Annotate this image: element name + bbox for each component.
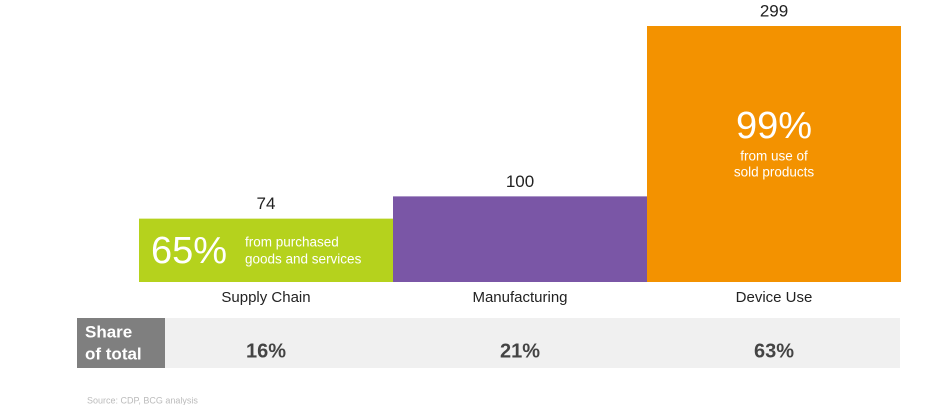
annotation-text: goods and services [245, 252, 362, 267]
bar [139, 218, 393, 282]
annotation-text: from purchased [245, 235, 339, 250]
value-label: 100 [506, 172, 534, 191]
share-row [77, 318, 900, 368]
bar [647, 26, 901, 282]
x-tick-label: Supply Chain [221, 289, 310, 306]
share-label: Share [85, 322, 132, 341]
annotation-text: sold products [734, 165, 815, 180]
bar [393, 196, 647, 282]
source: Source: CDP, BCG analysis [87, 395, 198, 405]
share-value: 21% [500, 340, 540, 362]
share-value: 16% [246, 340, 286, 362]
share-label-box [77, 318, 165, 368]
value-label: 299 [760, 1, 788, 20]
share-value: 63% [754, 340, 794, 362]
share-label: of total [85, 344, 142, 363]
annotation-text: from use of [740, 149, 808, 164]
annotation-headline: 65% [151, 230, 227, 272]
x-tick-label: Manufacturing [472, 289, 567, 306]
value-label: 74 [257, 194, 276, 213]
x-tick-label: Device Use [736, 289, 813, 306]
annotation-headline: 99% [736, 105, 812, 147]
